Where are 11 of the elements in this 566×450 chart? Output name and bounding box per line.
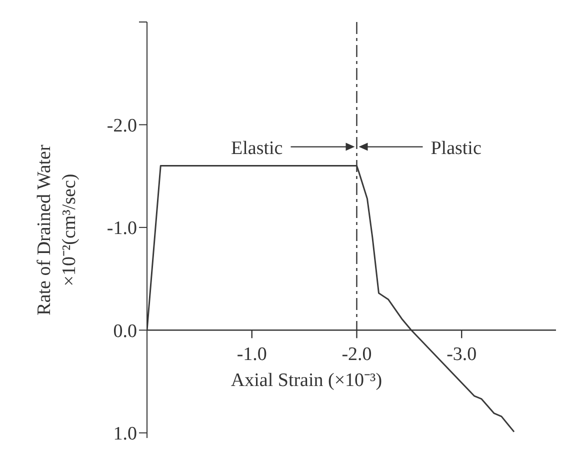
y-tick-label: 1.0 xyxy=(113,424,137,445)
annotation: Elastic xyxy=(231,138,283,159)
y-axis-title: Rate of Drained Water ×10⁻²(cm³/sec) xyxy=(33,144,81,318)
x-tick-label: -3.0 xyxy=(446,344,477,366)
y-tick-label: 0.0 xyxy=(113,320,137,342)
x-tick-label: -1.0 xyxy=(236,344,267,366)
y-tick-label: -2.0 xyxy=(106,115,137,136)
x-tick-label: -2.0 xyxy=(342,344,372,366)
y-tick-label: -1.0 xyxy=(106,218,137,240)
annotation: Plastic xyxy=(430,138,482,159)
x-axis-title: Axial Strain (×10⁻³) xyxy=(230,370,382,392)
